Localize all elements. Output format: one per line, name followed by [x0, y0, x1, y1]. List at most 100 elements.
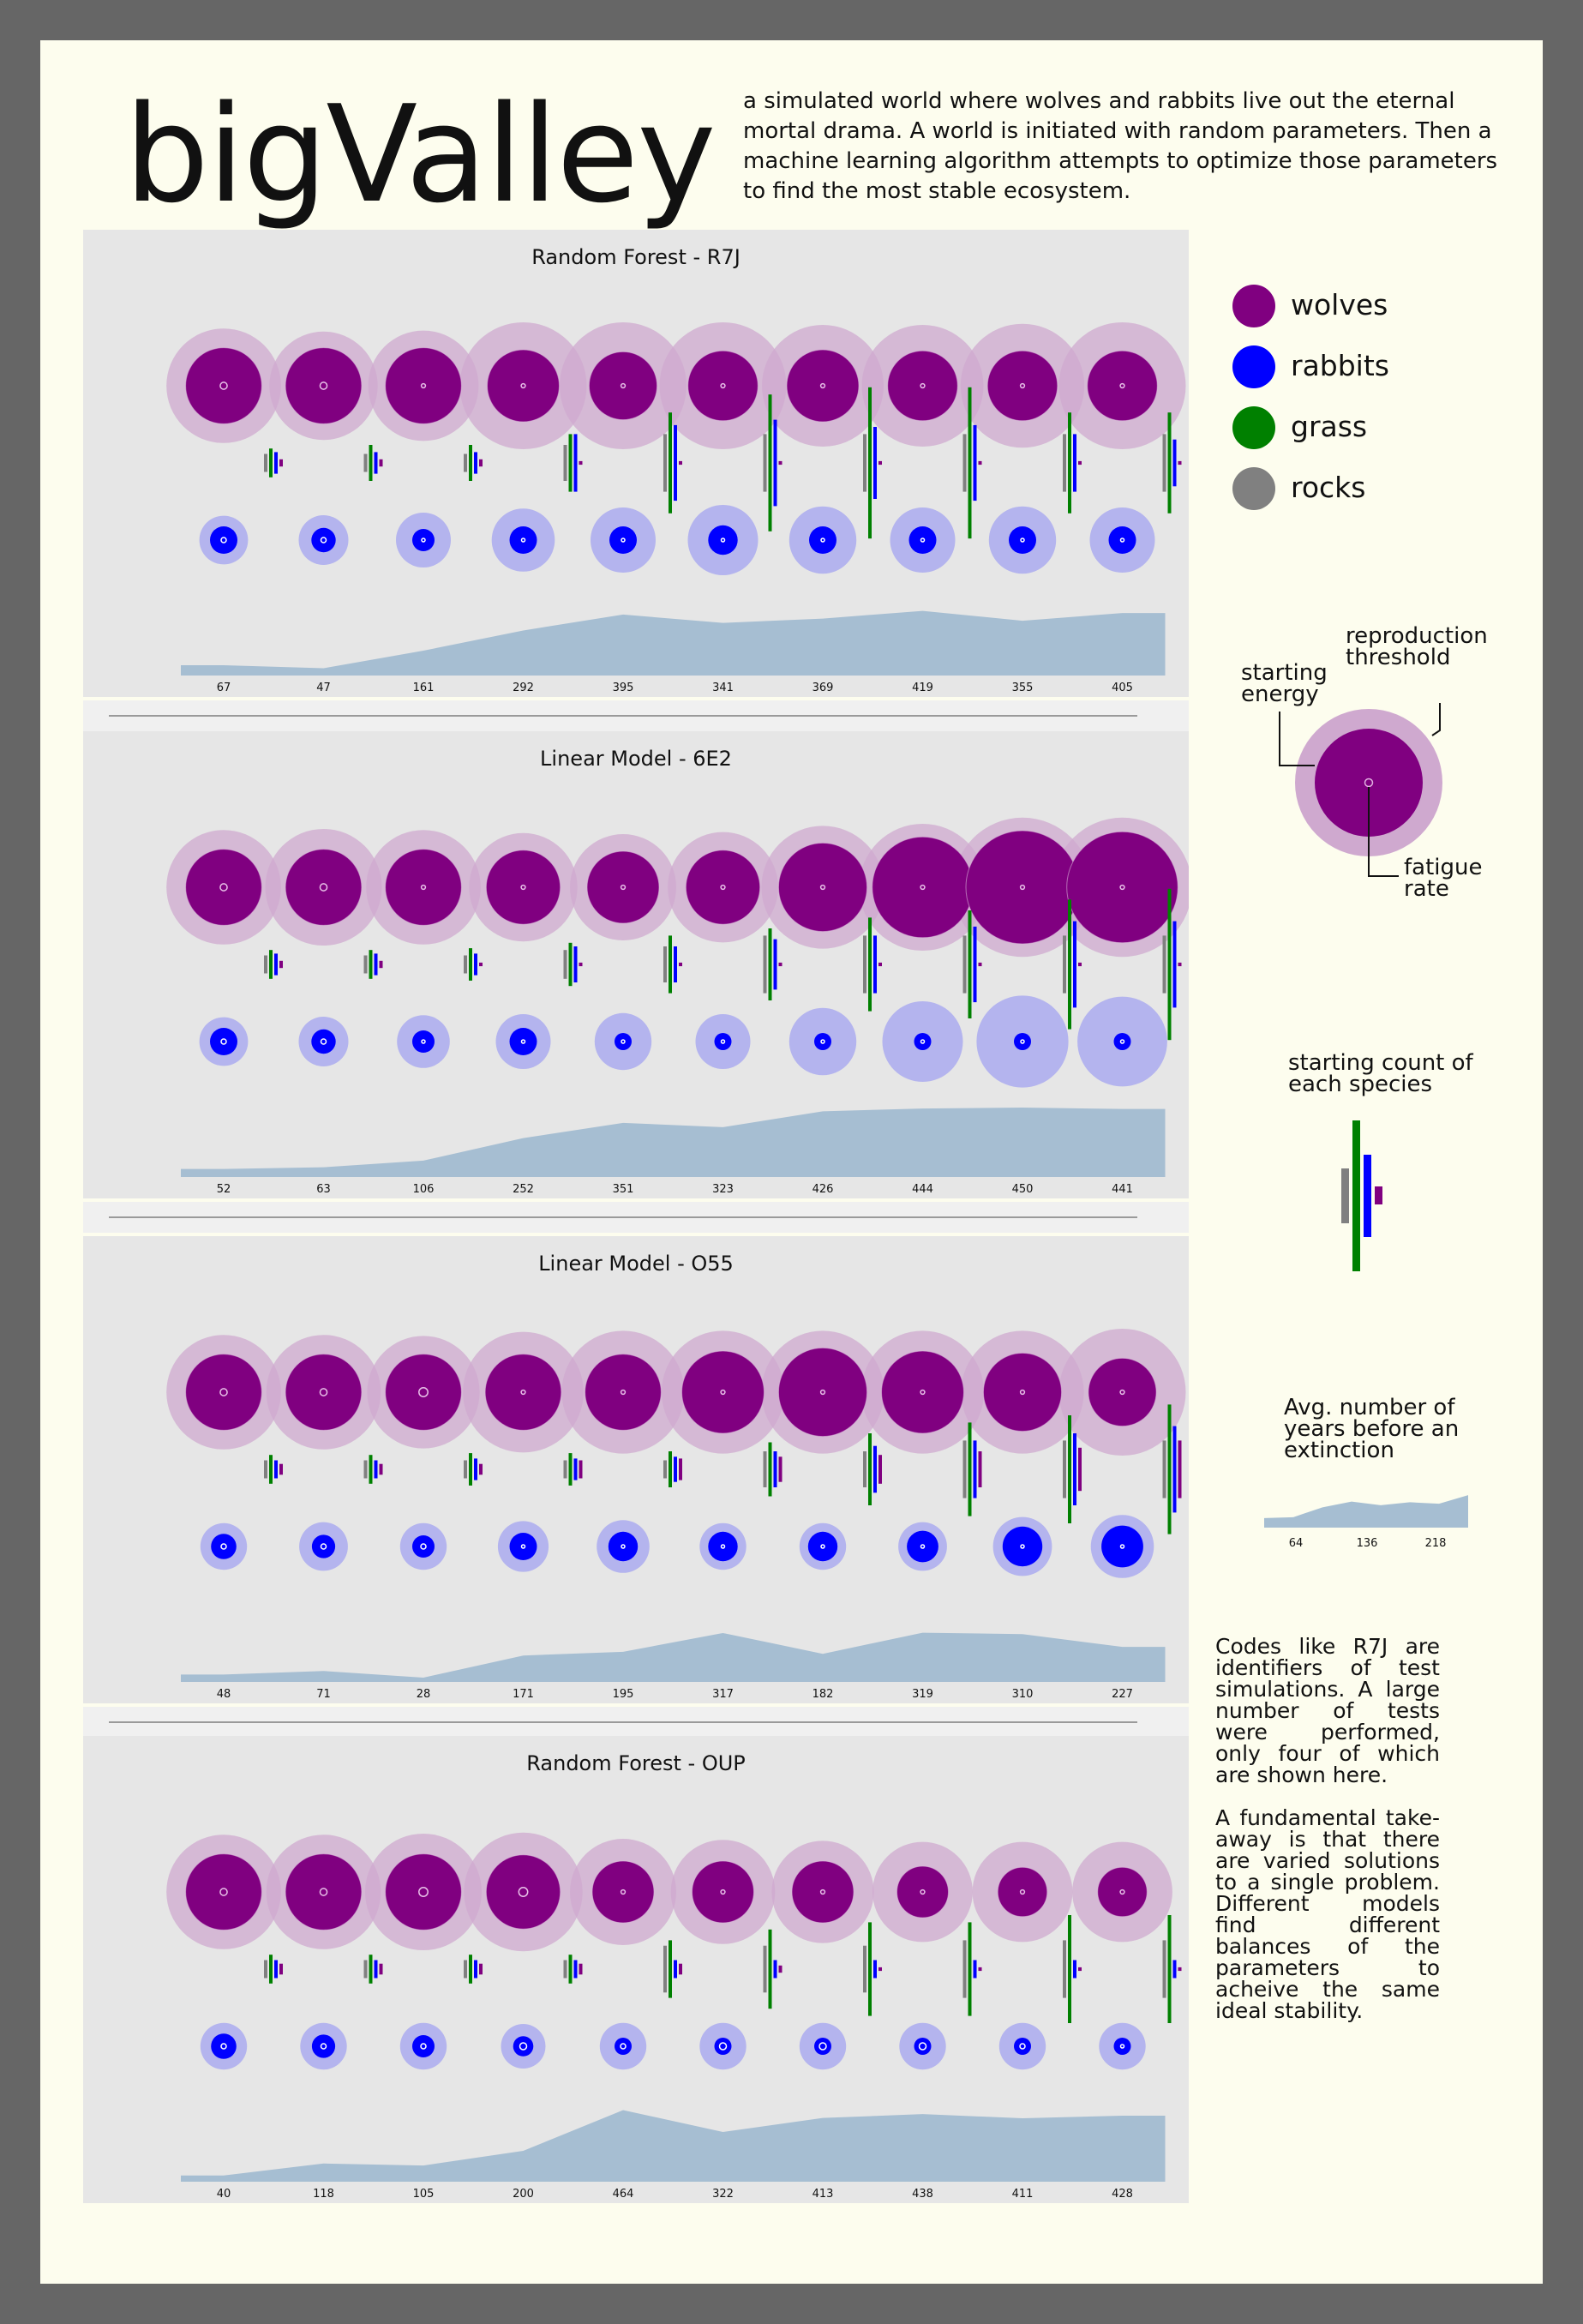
- wolf-fatigue-dot: [219, 1888, 228, 1896]
- wolf-fatigue-dot: [520, 382, 526, 389]
- wolves-count-bar: [579, 1460, 583, 1479]
- rabbits-count-bar: [374, 1460, 378, 1479]
- wolf-energy-circle: [791, 1860, 854, 1924]
- rabbits-count-bar: [873, 935, 877, 994]
- rabbits-count-bar: [274, 953, 278, 976]
- years-label: 105: [413, 2188, 435, 2201]
- rabbit-energy-circle: [914, 1033, 932, 1050]
- rabbit-energy-circle: [509, 1533, 537, 1560]
- rocks-count-bar: [863, 1945, 866, 1993]
- grass-count-bar: [269, 1955, 273, 1984]
- example-rabbits-bar: [1364, 1155, 1371, 1237]
- chart-title: Random Forest - R7J: [531, 245, 741, 269]
- rabbits-count-bar: [474, 953, 477, 976]
- rabbits-count-bar: [474, 452, 477, 474]
- rabbits-count-bar: [973, 424, 977, 501]
- wolves-count-bar: [379, 1463, 383, 1475]
- years-label: 71: [316, 1688, 331, 1701]
- rabbit-fatigue-dot: [320, 1038, 327, 1045]
- wolves-count-bar: [978, 460, 982, 465]
- rabbits-count-bar: [374, 953, 378, 976]
- rabbits-count-bar: [1172, 1960, 1177, 1979]
- years-label: 319: [912, 1688, 933, 1701]
- wolves-dot-icon: [1232, 285, 1275, 327]
- chart-title: Random Forest - OUP: [526, 1751, 746, 1775]
- rabbit-energy-circle: [615, 2038, 632, 2055]
- rocks-count-bar: [1063, 1940, 1066, 1998]
- rocks-count-bar: [563, 1460, 567, 1479]
- rabbit-fatigue-dot: [720, 537, 726, 543]
- rabbit-energy-circle: [814, 1033, 831, 1050]
- example-wolves-bar: [1375, 1186, 1382, 1204]
- rabbits-count-bar: [474, 1960, 477, 1979]
- wolf-energy-circle: [285, 347, 363, 424]
- years-label: 355: [1012, 682, 1034, 694]
- rabbits-count-bar: [274, 1460, 278, 1479]
- rabbits-count-bar: [873, 1960, 877, 1979]
- rabbit-fatigue-dot: [720, 1544, 726, 1549]
- annotation-reproduction-threshold: reproduction threshold: [1346, 623, 1488, 670]
- rabbits-count-bar: [1073, 434, 1076, 492]
- rocks-count-bar: [1162, 1940, 1166, 1998]
- rabbit-energy-circle: [708, 525, 738, 555]
- wolves-count-bar: [579, 962, 583, 967]
- wolf-fatigue-dot: [418, 1887, 429, 1897]
- wolf-energy-circle: [1097, 1866, 1148, 1918]
- rabbit-energy-circle: [311, 527, 336, 553]
- wolves-count-bar: [978, 1451, 982, 1487]
- years-label: 63: [316, 1183, 331, 1196]
- legend-label: rocks: [1291, 471, 1366, 504]
- rabbit-fatigue-dot: [920, 1039, 926, 1044]
- grass-count-bar: [968, 387, 972, 539]
- wolf-fatigue-dot: [219, 883, 228, 892]
- rocks-count-bar: [962, 1440, 967, 1498]
- wolf-energy-circle: [881, 1350, 964, 1434]
- wolves-count-bar: [778, 962, 783, 967]
- years-label: 28: [417, 1688, 431, 1701]
- years-area: [181, 610, 1166, 676]
- mini-years-label: 64: [1289, 1537, 1304, 1550]
- rabbits-count-bar: [474, 1458, 477, 1480]
- rocks-count-bar: [264, 955, 267, 974]
- annotation-avg-years: Avg. number of years before an extinctio…: [1284, 1395, 1460, 1463]
- grass-count-bar: [669, 1940, 672, 1998]
- rabbit-energy-circle: [1101, 1525, 1143, 1568]
- wolf-fatigue-dot: [620, 1389, 627, 1396]
- wolf-energy-circle: [385, 849, 462, 926]
- wolf-energy-circle: [986, 350, 1058, 422]
- rabbit-fatigue-dot: [621, 1039, 626, 1044]
- wolf-fatigue-dot: [920, 1389, 926, 1396]
- years-label: 47: [316, 682, 331, 694]
- rabbit-energy-circle: [609, 526, 637, 554]
- grass-count-bar: [568, 1955, 573, 1984]
- wolf-energy-circle: [591, 1860, 655, 1924]
- rabbits-count-bar: [674, 1960, 677, 1979]
- poster-title: bigValley: [124, 76, 717, 232]
- rabbit-energy-circle: [814, 2038, 831, 2055]
- wolf-fatigue-dot: [920, 382, 926, 389]
- grass-count-bar: [1167, 1404, 1172, 1534]
- rabbit-fatigue-dot: [1020, 1544, 1025, 1549]
- wolf-fatigue-dot: [219, 1388, 228, 1396]
- rabbits-count-bar: [873, 1445, 877, 1493]
- wolf-fatigue-dot: [319, 1388, 328, 1396]
- years-label: 171: [513, 1688, 534, 1701]
- rocks-count-bar: [663, 946, 667, 982]
- wolf-energy-circle: [588, 351, 658, 421]
- wolf-fatigue-dot: [219, 381, 228, 390]
- chart-title: Linear Model - O55: [538, 1252, 734, 1276]
- wolves-count-bar: [579, 460, 583, 465]
- grass-count-bar: [968, 1922, 972, 2016]
- wolf-energy-circle: [997, 1866, 1048, 1918]
- wolves-count-bar: [379, 960, 383, 969]
- wolves-count-bar: [978, 962, 982, 967]
- grass-count-bar: [968, 910, 972, 1018]
- rabbit-fatigue-dot: [918, 2042, 927, 2051]
- rabbits-count-bar: [573, 1960, 578, 1979]
- years-label: 195: [613, 1688, 634, 1701]
- mini-years-label: 218: [1425, 1537, 1447, 1550]
- chart-svg: Random Forest - R7J 67 47 161 292 395 341 369 41…: [166, 245, 1186, 694]
- rabbits-count-bar: [573, 434, 578, 492]
- rabbit-fatigue-dot: [820, 1544, 825, 1549]
- wolf-energy-circle: [982, 1352, 1063, 1432]
